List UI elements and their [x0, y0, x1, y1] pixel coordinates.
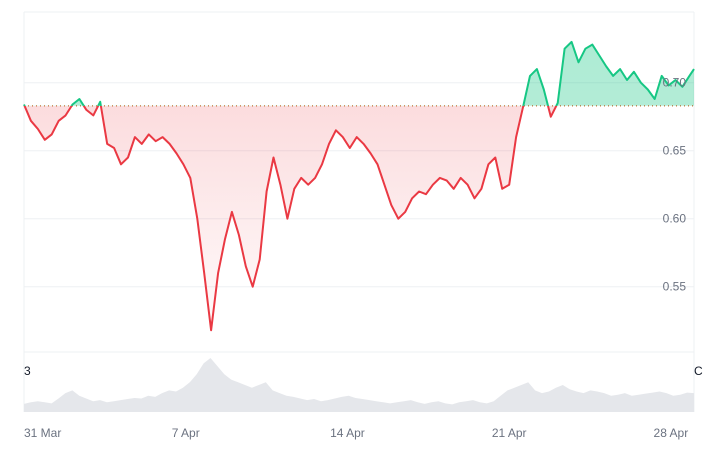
x-axis-ticks: 31 Mar 7 Apr 14 Apr 21 Apr 28 Apr: [24, 426, 688, 440]
x-tick-label: 21 Apr: [492, 426, 527, 440]
series-line-above-baseline: [23, 40, 695, 106]
above-baseline-fill: [24, 41, 694, 106]
x-tick-label: 31 Mar: [24, 426, 61, 440]
below-baseline-fill: [24, 105, 557, 331]
x-tick-label: 7 Apr: [172, 426, 200, 440]
x-tick-label: 14 Apr: [330, 426, 365, 440]
y-tick-label: 0.65: [663, 144, 687, 158]
y-tick-label: 0.70: [663, 76, 687, 90]
left-edge-label: 3: [24, 364, 31, 378]
right-edge-label: C: [694, 364, 703, 378]
grid: [23, 11, 695, 412]
y-tick-label: 0.60: [663, 212, 687, 226]
volume-area: [24, 358, 694, 412]
y-axis-ticks: 0.70 0.65 0.60 0.55: [663, 76, 687, 294]
y-tick-label: 0.55: [663, 280, 687, 294]
price-line: [23, 40, 695, 332]
x-tick-label: 28 Apr: [654, 426, 689, 440]
price-fill: [24, 41, 694, 331]
volume-series: [24, 358, 694, 412]
series-line-below-baseline: [23, 105, 558, 332]
